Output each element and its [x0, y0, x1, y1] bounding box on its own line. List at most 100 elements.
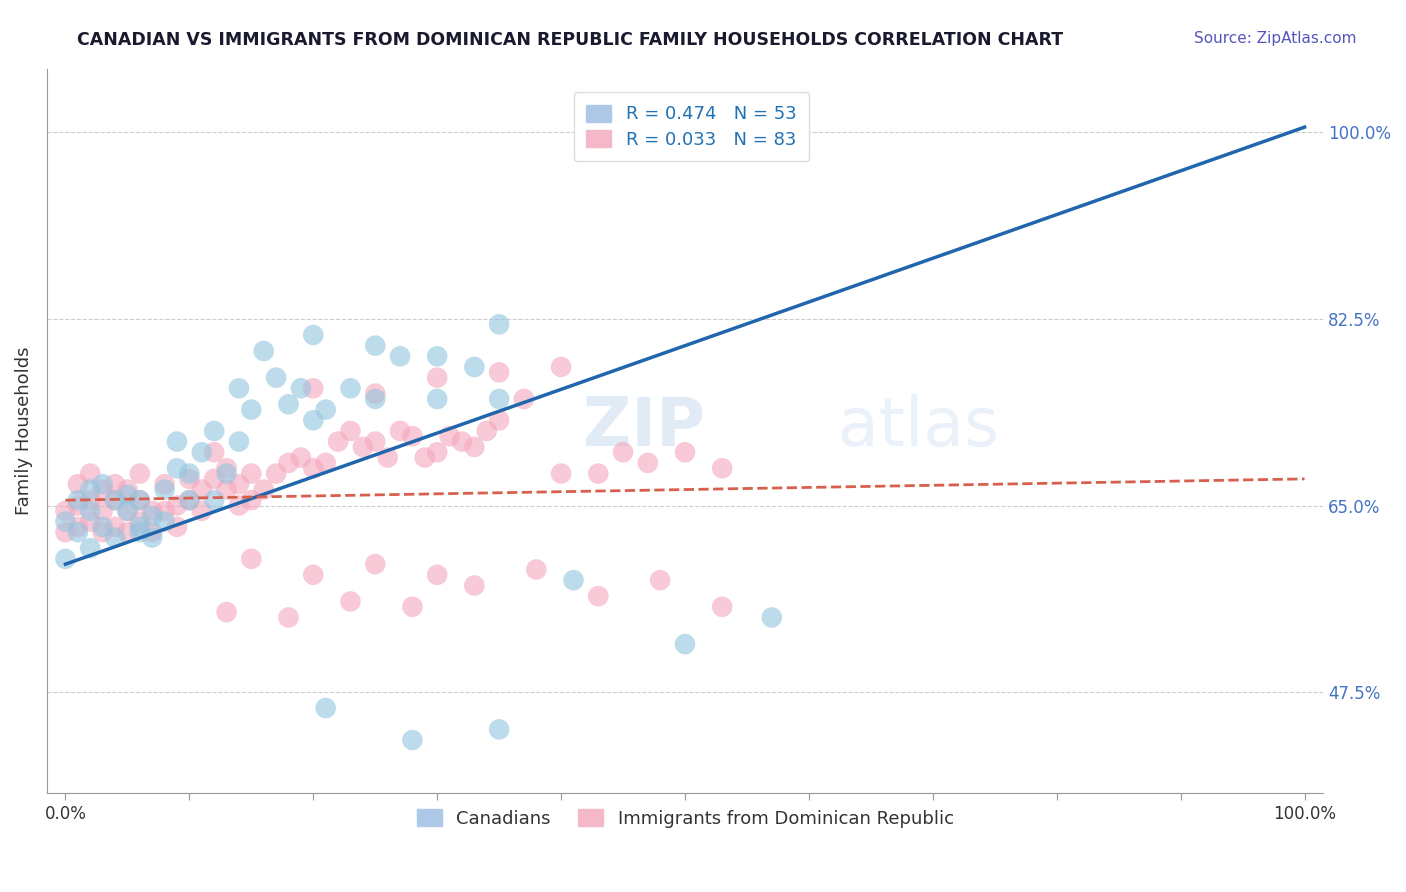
- Point: [240, 552, 263, 566]
- Point: [79, 541, 101, 556]
- Point: [352, 440, 374, 454]
- Point: [191, 504, 214, 518]
- Point: [128, 515, 150, 529]
- Point: [202, 445, 225, 459]
- Point: [79, 493, 101, 508]
- Point: [215, 483, 238, 497]
- Point: [711, 599, 734, 614]
- Point: [240, 493, 263, 508]
- Point: [228, 434, 250, 449]
- Point: [179, 493, 201, 508]
- Point: [215, 467, 238, 481]
- Point: [277, 456, 299, 470]
- Point: [426, 392, 449, 406]
- Point: [364, 339, 387, 353]
- Text: atlas: atlas: [838, 394, 1000, 460]
- Point: [153, 515, 176, 529]
- Point: [117, 483, 139, 497]
- Point: [166, 434, 188, 449]
- Point: [302, 461, 325, 475]
- Point: [55, 515, 77, 529]
- Point: [104, 520, 127, 534]
- Point: [426, 370, 449, 384]
- Legend: Canadians, Immigrants from Dominican Republic: Canadians, Immigrants from Dominican Rep…: [409, 802, 960, 835]
- Point: [277, 397, 299, 411]
- Point: [104, 493, 127, 508]
- Point: [339, 424, 361, 438]
- Point: [401, 599, 423, 614]
- Point: [141, 509, 163, 524]
- Point: [240, 402, 263, 417]
- Point: [439, 429, 461, 443]
- Point: [179, 493, 201, 508]
- Point: [240, 467, 263, 481]
- Text: ZIP: ZIP: [583, 394, 704, 460]
- Point: [339, 381, 361, 395]
- Point: [117, 525, 139, 540]
- Point: [302, 328, 325, 343]
- Point: [66, 525, 89, 540]
- Point: [364, 386, 387, 401]
- Point: [364, 434, 387, 449]
- Point: [202, 472, 225, 486]
- Point: [117, 488, 139, 502]
- Point: [264, 467, 287, 481]
- Point: [302, 381, 325, 395]
- Point: [104, 493, 127, 508]
- Point: [191, 445, 214, 459]
- Point: [128, 520, 150, 534]
- Point: [128, 493, 150, 508]
- Point: [128, 467, 150, 481]
- Point: [488, 723, 510, 737]
- Point: [91, 477, 114, 491]
- Point: [228, 381, 250, 395]
- Point: [253, 483, 276, 497]
- Point: [191, 483, 214, 497]
- Point: [141, 525, 163, 540]
- Point: [488, 318, 510, 332]
- Point: [315, 456, 337, 470]
- Point: [612, 445, 634, 459]
- Point: [488, 413, 510, 427]
- Point: [153, 483, 176, 497]
- Point: [66, 477, 89, 491]
- Point: [141, 504, 163, 518]
- Point: [463, 359, 485, 374]
- Point: [104, 477, 127, 491]
- Point: [55, 552, 77, 566]
- Point: [401, 733, 423, 747]
- Point: [488, 365, 510, 379]
- Text: CANADIAN VS IMMIGRANTS FROM DOMINICAN REPUBLIC FAMILY HOUSEHOLDS CORRELATION CHA: CANADIAN VS IMMIGRANTS FROM DOMINICAN RE…: [77, 31, 1063, 49]
- Point: [650, 573, 672, 587]
- Point: [117, 504, 139, 518]
- Point: [166, 499, 188, 513]
- Point: [761, 610, 783, 624]
- Point: [166, 461, 188, 475]
- Point: [315, 402, 337, 417]
- Point: [141, 531, 163, 545]
- Point: [339, 594, 361, 608]
- Point: [588, 589, 610, 603]
- Point: [91, 520, 114, 534]
- Point: [377, 450, 399, 465]
- Point: [79, 504, 101, 518]
- Point: [463, 440, 485, 454]
- Point: [673, 637, 696, 651]
- Point: [426, 349, 449, 363]
- Point: [302, 567, 325, 582]
- Point: [215, 605, 238, 619]
- Point: [413, 450, 436, 465]
- Point: [588, 467, 610, 481]
- Point: [389, 424, 412, 438]
- Point: [673, 445, 696, 459]
- Point: [153, 504, 176, 518]
- Point: [463, 578, 485, 592]
- Point: [153, 477, 176, 491]
- Point: [389, 349, 412, 363]
- Point: [513, 392, 536, 406]
- Point: [228, 477, 250, 491]
- Point: [290, 381, 312, 395]
- Point: [637, 456, 659, 470]
- Point: [401, 429, 423, 443]
- Point: [91, 525, 114, 540]
